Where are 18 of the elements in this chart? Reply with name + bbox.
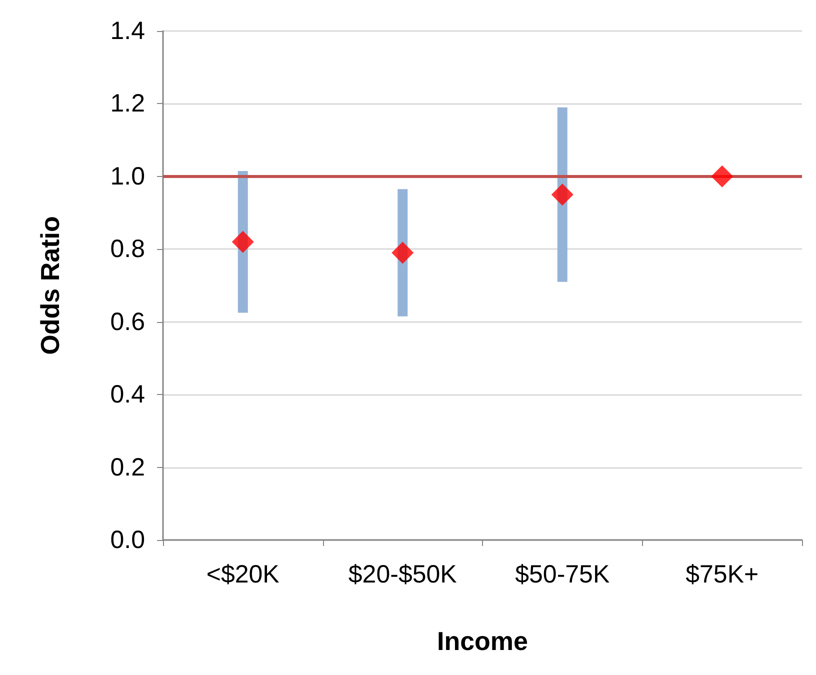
y-axis-title: Odds Ratio (35, 216, 65, 355)
x-tick-label: $50-75K (515, 560, 610, 588)
point (711, 165, 734, 188)
y-tick-label: 0.0 (110, 526, 145, 554)
y-tick-label: 0.8 (110, 235, 145, 264)
y-tick-label: 0.4 (110, 380, 146, 409)
y-tick-label: 0.6 (110, 308, 145, 336)
point (392, 242, 414, 264)
x-axis-title: Income (436, 626, 528, 656)
y-tick-label: 1.0 (110, 162, 145, 190)
x-tick-label: <$20K (206, 560, 280, 588)
y-tick-label: 1.2 (110, 90, 145, 118)
y-tick-label: 1.4 (110, 17, 146, 45)
x-tick-label: $20-$50K (348, 560, 458, 588)
y-tick-label: 0.2 (110, 453, 145, 482)
point (232, 230, 254, 253)
point (551, 184, 574, 206)
x-tick-label: $75K+ (686, 560, 759, 588)
